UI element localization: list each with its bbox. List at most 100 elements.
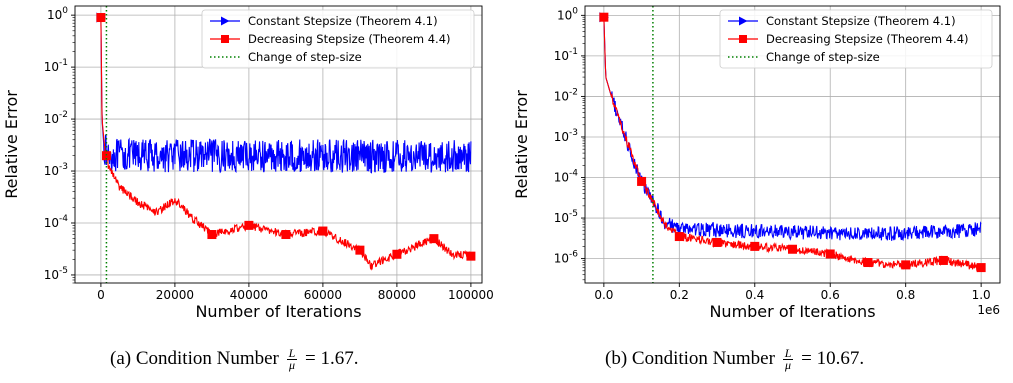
y-tick-exponent: -1 — [569, 47, 578, 57]
y-tick-exponent: -5 — [59, 266, 68, 276]
legend-box — [719, 9, 993, 69]
y-tick-label: 100 — [557, 6, 578, 22]
y-tick-base: 10 — [557, 8, 572, 22]
caption-b-suffix: = 10.67. — [796, 348, 865, 369]
y-tick-label: 10-6 — [554, 250, 579, 266]
chart-panel-b: 0.0 0.2 0.4 0.6 0.8 1.01e610-610-510-410-310-… — [512, 5, 1001, 321]
y-tick-label: 10-3 — [44, 162, 68, 178]
legend-label: Decreasing Stepsize (Theorem 4.4) — [248, 32, 451, 46]
legend-marker-triangle — [739, 16, 748, 26]
legend-box — [201, 9, 475, 69]
caption-a-suffix: = 1.67. — [300, 348, 359, 369]
y-tick-base: 10 — [554, 252, 569, 266]
series-marker-square — [466, 251, 476, 261]
x-tick-label: 80000 — [378, 288, 416, 302]
y-tick-label: 10-5 — [554, 209, 578, 225]
y-tick-exponent: -3 — [569, 128, 578, 138]
y-tick-base: 10 — [44, 216, 59, 230]
y-axis-label: Relative Error — [512, 90, 531, 199]
series-marker-square — [96, 13, 106, 23]
x-axis-label: Number of Iterations — [709, 302, 875, 321]
series-marker-square — [901, 260, 911, 270]
y-tick-base: 10 — [44, 268, 59, 282]
x-tick-label: 0.2 — [670, 288, 689, 302]
y-tick-exponent: -6 — [569, 250, 578, 260]
y-tick-exponent: -3 — [59, 162, 68, 172]
legend-label: Change of step-size — [248, 50, 362, 64]
series-marker-square — [788, 244, 797, 254]
series-marker-square — [392, 249, 402, 259]
y-tick-base: 10 — [44, 164, 59, 178]
legend-marker-square — [221, 35, 229, 43]
y-tick-base: 10 — [44, 112, 59, 126]
series-marker-square — [976, 263, 986, 273]
x-tick-label: 0.6 — [821, 288, 840, 302]
y-tick-label: 10-4 — [554, 169, 579, 185]
y-tick-base: 10 — [554, 89, 569, 103]
plot-frame — [584, 5, 1001, 284]
caption-b-prefix: (b) Condition Number — [605, 348, 780, 369]
y-tick-base: 10 — [554, 211, 569, 225]
y-tick-label: 100 — [47, 6, 68, 22]
series-marker-square — [599, 12, 609, 22]
y-tick-exponent: -2 — [59, 110, 68, 120]
caption-a-prefix: (a) Condition Number — [110, 348, 284, 369]
y-tick-label: 10-5 — [44, 266, 68, 282]
y-tick-base: 10 — [47, 8, 62, 22]
fraction-denominator: μ — [288, 358, 295, 373]
legend-label: Constant Stepsize (Theorem 4.1) — [766, 14, 956, 28]
y-tick-base: 10 — [554, 171, 569, 185]
series-line — [100, 17, 472, 174]
legend-marker-triangle — [221, 16, 230, 26]
legend-label: Change of step-size — [766, 50, 880, 64]
y-tick-base: 10 — [554, 130, 569, 144]
legend-label: Constant Stepsize (Theorem 4.1) — [248, 14, 438, 28]
x-tick-label: 1.0 — [972, 288, 991, 302]
y-tick-exponent: -4 — [569, 169, 578, 179]
series-marker-square — [429, 234, 439, 244]
x-tick-label: 100000 — [448, 288, 494, 302]
series-marker-square — [101, 151, 111, 161]
series-marker-square — [207, 230, 217, 240]
y-tick-exponent: 0 — [62, 6, 68, 16]
x-tick-label: 40000 — [230, 288, 268, 302]
series-marker-square — [750, 241, 760, 251]
series-marker-square — [863, 258, 873, 268]
series-marker-square — [712, 237, 722, 247]
x-tick-label: 60000 — [304, 288, 342, 302]
x-axis-label: Number of Iterations — [195, 302, 361, 321]
series-marker-square — [355, 245, 365, 255]
x-tick-label: 0 — [97, 288, 105, 302]
y-tick-label: 10-4 — [44, 214, 69, 230]
y-tick-label: 10-2 — [554, 87, 578, 103]
series-marker-square — [318, 226, 328, 236]
x-offset-label: 1e6 — [977, 303, 1000, 317]
plot-area — [599, 12, 986, 273]
series-marker-square — [281, 230, 291, 240]
legend-marker-square — [739, 35, 747, 43]
y-tick-exponent: 0 — [572, 6, 578, 16]
fraction-numerator: L — [286, 346, 298, 361]
chart-panel-a: 0 20000 40000 60000 80000 10000010-510-410-31… — [2, 5, 494, 321]
y-tick-base: 10 — [554, 49, 569, 63]
plot-area — [96, 12, 476, 271]
x-tick-label: 0.8 — [896, 288, 915, 302]
series-marker-square — [938, 255, 948, 265]
x-tick-label: 0.0 — [594, 288, 613, 302]
y-tick-exponent: -4 — [59, 214, 68, 224]
fraction-denominator: μ — [785, 358, 792, 373]
series-marker-square — [674, 232, 684, 242]
y-axis-label: Relative Error — [2, 90, 21, 199]
fraction-numerator: L — [782, 346, 794, 361]
series-marker-square — [637, 176, 647, 186]
series-marker-square — [244, 220, 254, 230]
y-tick-exponent: -5 — [569, 209, 578, 219]
series-marker-square — [825, 249, 835, 259]
y-tick-label: 10-3 — [554, 128, 578, 144]
y-tick-label: 10-2 — [44, 110, 68, 126]
y-tick-exponent: -2 — [569, 87, 578, 97]
x-tick-label: 0.4 — [745, 288, 764, 302]
